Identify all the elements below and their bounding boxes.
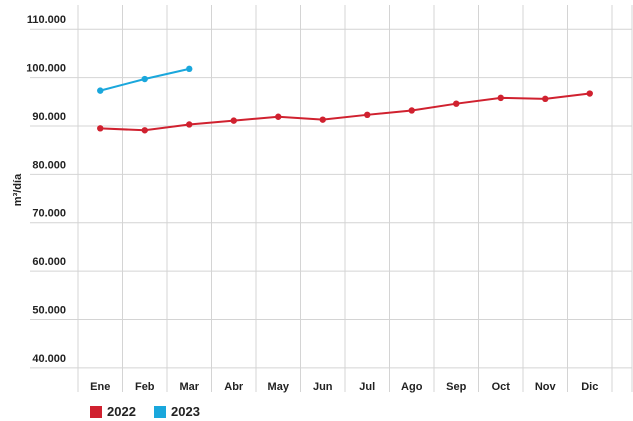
x-tick-label: Oct: [492, 381, 511, 393]
data-point: [230, 117, 237, 124]
x-tick-label: Sep: [446, 381, 466, 393]
y-tick-label: 80.000: [32, 159, 66, 171]
data-point: [586, 90, 593, 97]
x-tick-label: Jul: [359, 381, 375, 393]
y-tick-label: 90.000: [32, 111, 66, 123]
y-tick-label: 60.000: [32, 256, 66, 268]
x-tick-label: Nov: [535, 381, 557, 393]
data-point: [408, 107, 415, 114]
y-tick-label: 40.000: [32, 353, 66, 365]
data-point: [453, 100, 460, 107]
x-tick-label: Mar: [179, 381, 199, 393]
legend-label: 2023: [171, 404, 200, 419]
data-point: [97, 125, 104, 132]
y-tick-label: 50.000: [32, 304, 66, 316]
data-point: [186, 121, 193, 128]
x-tick-label: Dic: [581, 381, 598, 393]
data-point: [141, 127, 148, 134]
data-point: [97, 87, 104, 94]
data-point: [364, 111, 371, 119]
x-tick-label: Ene: [90, 381, 110, 393]
y-axis-label: m³/día: [12, 173, 24, 206]
y-tick-label: 70.000: [32, 208, 66, 220]
data-point: [497, 94, 504, 102]
y-tick-label: 110.000: [27, 14, 66, 26]
x-tick-label: May: [268, 381, 290, 393]
series-line: [100, 92, 590, 132]
x-tick-label: Jun: [313, 381, 333, 393]
x-tick-label: Abr: [224, 381, 244, 393]
legend-label: 2022: [107, 404, 136, 419]
x-tick-label: Feb: [135, 381, 155, 393]
data-point: [319, 116, 326, 123]
data-point: [186, 65, 193, 73]
data-point: [275, 113, 282, 120]
data-point: [141, 75, 148, 83]
x-tick-label: Ago: [401, 381, 423, 393]
data-point: [542, 95, 549, 103]
legend-swatch: [90, 406, 102, 418]
y-tick-label: 100.000: [26, 63, 66, 75]
legend-swatch: [154, 406, 166, 418]
